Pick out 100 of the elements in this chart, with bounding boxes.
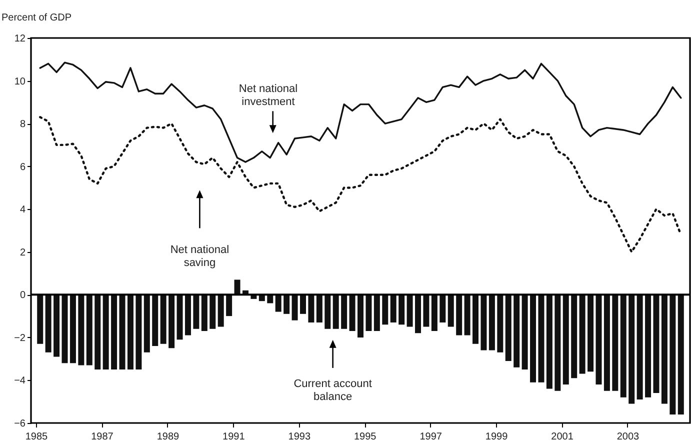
bar — [332, 294, 339, 329]
bar — [70, 294, 76, 364]
y-tick-label: 4 — [20, 204, 26, 216]
annotation: Net national saving — [170, 244, 230, 269]
bar — [86, 294, 92, 366]
bar — [382, 294, 388, 325]
y-tick-label: 12 — [14, 34, 26, 44]
y-tick-label: −4 — [14, 376, 26, 387]
bar — [152, 294, 158, 346]
bar — [78, 294, 84, 366]
bar — [308, 294, 314, 322]
bar — [218, 294, 224, 327]
x-tick-label: 1991 — [222, 432, 246, 442]
bar — [456, 294, 462, 336]
bar — [670, 294, 676, 414]
bar — [284, 294, 290, 314]
bar — [448, 294, 454, 327]
y-tick-label: 6 — [20, 162, 26, 173]
bar — [300, 294, 306, 314]
bar — [661, 294, 668, 404]
bar — [415, 294, 422, 334]
bar — [431, 294, 438, 332]
bar — [588, 294, 594, 372]
bar — [464, 294, 470, 336]
annotation: Net national investment — [238, 83, 298, 108]
bar — [406, 294, 413, 327]
y-tick-label: 2 — [20, 247, 26, 258]
bar — [201, 294, 208, 332]
bar — [366, 294, 372, 332]
bar — [423, 294, 430, 327]
y-axis-title: Percent of GDP — [2, 12, 72, 24]
bar — [480, 294, 487, 350]
bar — [488, 294, 495, 350]
bar — [596, 294, 602, 384]
bar — [234, 280, 240, 295]
bar — [102, 294, 109, 370]
bar — [176, 294, 183, 340]
bar — [530, 294, 536, 382]
bar — [119, 294, 126, 370]
bar — [390, 294, 396, 322]
bar — [136, 294, 142, 370]
bar — [45, 294, 52, 352]
bar — [497, 294, 504, 352]
bar — [193, 294, 200, 329]
bar — [127, 294, 134, 370]
x-tick-label: 1987 — [91, 432, 114, 442]
bar — [562, 294, 569, 384]
bar — [514, 294, 520, 368]
bar — [546, 294, 552, 389]
bar — [628, 294, 635, 404]
bar — [324, 294, 331, 329]
x-tick-label: 2003 — [616, 432, 640, 442]
y-tick-label: −2 — [14, 332, 26, 344]
bar — [398, 294, 405, 325]
bar — [604, 294, 610, 391]
bar — [144, 294, 150, 352]
bar — [636, 294, 643, 400]
x-tick-label: 1989 — [156, 432, 180, 442]
bar — [341, 294, 348, 329]
bar — [374, 294, 380, 332]
bar — [645, 294, 652, 398]
bar — [538, 294, 544, 382]
bar — [620, 294, 626, 398]
bar — [522, 294, 528, 370]
line-series — [39, 116, 682, 253]
line-series — [39, 62, 682, 163]
y-tick-label: 0 — [20, 290, 26, 302]
bar — [62, 294, 68, 364]
bar — [554, 294, 561, 391]
bar — [275, 294, 282, 312]
bar — [210, 294, 216, 329]
bar — [349, 294, 356, 332]
bar — [440, 294, 446, 322]
bar — [472, 294, 479, 344]
y-tick-label: 10 — [14, 76, 26, 88]
y-tick-label: −6 — [14, 418, 26, 430]
bar — [316, 294, 322, 322]
bar — [37, 294, 44, 344]
bar — [571, 294, 578, 378]
bar — [184, 294, 191, 336]
bar — [160, 294, 166, 344]
x-tick-label: 1999 — [485, 432, 508, 442]
bar — [94, 294, 101, 370]
bar — [612, 294, 618, 391]
x-tick-label: 1993 — [288, 432, 311, 442]
x-tick-label: 2001 — [551, 432, 574, 442]
bar — [168, 294, 175, 348]
x-tick-label: 1997 — [420, 432, 442, 442]
bar — [505, 294, 512, 361]
bar — [653, 294, 660, 394]
x-tick-label: 1985 — [25, 432, 48, 442]
bar — [579, 294, 586, 374]
bar — [111, 294, 118, 370]
bar — [292, 294, 298, 320]
bar — [358, 294, 364, 338]
y-tick-label: 8 — [20, 119, 26, 130]
annotation: Current account balance — [294, 378, 372, 403]
bar — [54, 294, 60, 357]
bar — [226, 294, 232, 316]
x-tick-label: 1995 — [354, 432, 377, 442]
